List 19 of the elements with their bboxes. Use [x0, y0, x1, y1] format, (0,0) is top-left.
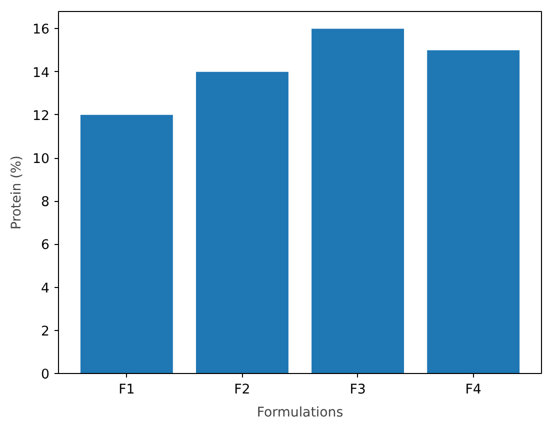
x-tick-label: F3	[350, 382, 366, 398]
bar	[427, 50, 520, 374]
y-tick-label: 16	[32, 22, 50, 38]
y-tick-label: 8	[41, 195, 50, 210]
y-tick-label: 2	[41, 324, 50, 340]
bar	[196, 72, 288, 374]
x-axis-title: Formulations	[256, 406, 344, 420]
y-tick-label: 14	[32, 66, 50, 81]
y-tick-label: 4	[41, 281, 50, 296]
x-tick-label: F2	[234, 382, 250, 398]
y-tick-label: 10	[32, 152, 50, 168]
y-tick-label: 0	[41, 368, 50, 382]
x-tick-label: F4	[465, 382, 482, 398]
y-tick-label: 12	[32, 108, 50, 124]
x-tick-label: F1	[118, 382, 135, 398]
bar	[80, 114, 173, 374]
y-axis-title: Protein (%)	[10, 155, 25, 230]
y-tick-label: 6	[41, 238, 50, 254]
bar	[312, 28, 404, 374]
